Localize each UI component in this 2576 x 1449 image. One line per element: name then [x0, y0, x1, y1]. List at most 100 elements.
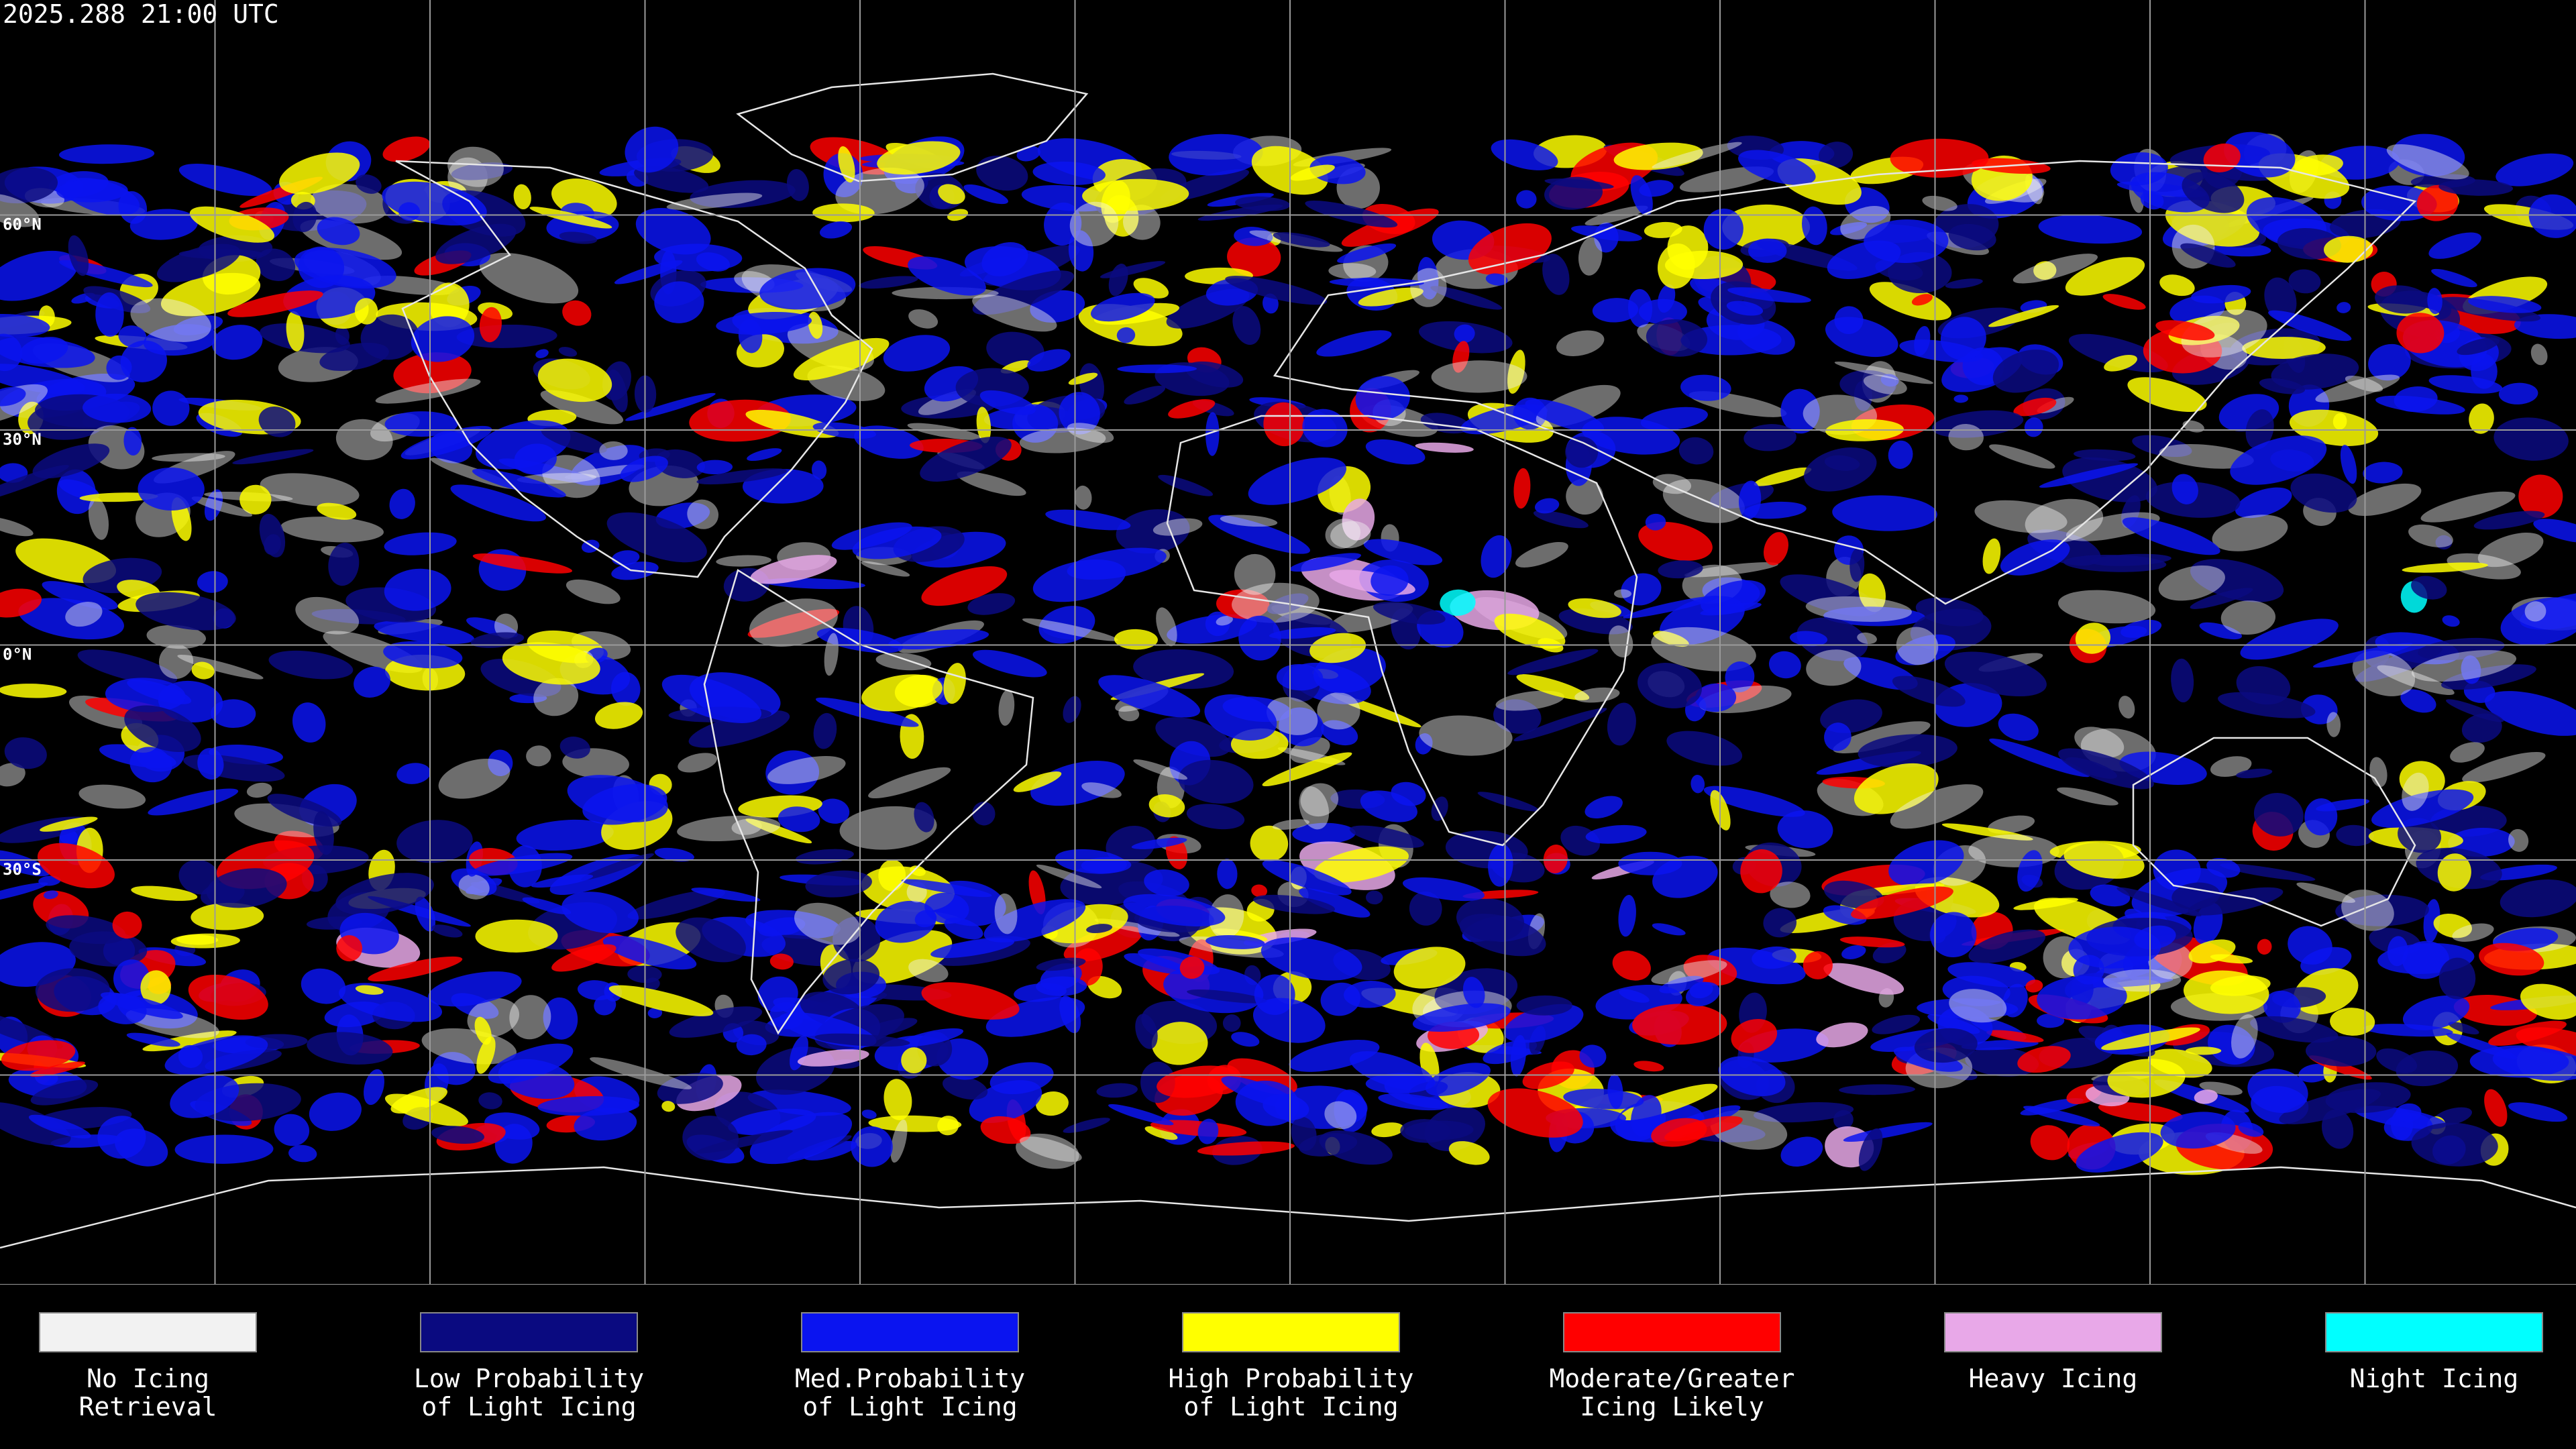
icing-patch: [611, 672, 641, 706]
icing-patch: [292, 702, 326, 743]
icing-patch: [2528, 194, 2576, 238]
icing-patch: [2352, 650, 2416, 696]
icing-patch: [1263, 402, 1305, 447]
icing-patch: [868, 767, 951, 799]
icing-patch: [2190, 559, 2284, 602]
icing-patch: [2057, 590, 2156, 624]
icing-patch: [239, 484, 272, 515]
icing-patch: [488, 1043, 574, 1084]
icing-patch: [438, 758, 511, 799]
icing-patch: [431, 1126, 484, 1144]
icing-patch: [2104, 355, 2137, 372]
icing-patch: [852, 526, 942, 559]
icing-patch: [914, 802, 934, 833]
icing-patch: [1829, 221, 1868, 235]
icing-patch: [1158, 474, 1214, 496]
icing-patch: [875, 900, 936, 943]
icing-patch: [1823, 606, 1925, 627]
icing-patch: [470, 632, 525, 648]
coastline: [736, 72, 1089, 182]
icing-patch: [1063, 696, 1081, 723]
icing-patch: [1205, 412, 1220, 456]
icing-patch: [1703, 208, 1743, 250]
icing-patch: [375, 378, 481, 404]
icing-patch: [28, 1114, 91, 1139]
icing-patch: [1700, 602, 1762, 616]
icing-patch: [1680, 325, 1782, 356]
icing-patch: [2294, 154, 2343, 176]
icing-patch: [227, 290, 323, 317]
icing-patch: [232, 449, 314, 465]
icing-patch: [191, 661, 215, 680]
icing-patch: [1803, 951, 1833, 979]
icing-patch: [678, 753, 717, 773]
icing-patch: [206, 868, 287, 908]
icing-patch: [2183, 970, 2269, 1014]
icing-patch: [0, 517, 34, 537]
icing-patch: [1454, 324, 1475, 343]
icing-patch: [2025, 979, 2043, 993]
icing-patch: [883, 335, 951, 372]
icing-patch: [1291, 1116, 1317, 1151]
icing-patch: [1342, 498, 1375, 541]
icing-patch: [1209, 894, 1244, 938]
icing-patch: [1116, 509, 1190, 554]
icing-patch: [2411, 576, 2447, 600]
icing-patch: [1156, 607, 1177, 647]
icing-patch: [98, 993, 147, 1024]
icing-patch: [2433, 913, 2472, 938]
icing-patch: [1309, 156, 1366, 184]
icing-patch: [2321, 1109, 2354, 1149]
icing-patch: [2288, 926, 2332, 965]
icing-patch: [1325, 519, 1361, 549]
icing-patch: [131, 885, 198, 901]
icing-patch: [1651, 627, 1756, 672]
icing-patch: [0, 1102, 71, 1146]
icing-patch: [1067, 423, 1114, 443]
icing-patch: [647, 1008, 663, 1018]
icing-patch: [451, 162, 513, 180]
icing-patch: [851, 1126, 893, 1167]
icing-patch: [1321, 720, 1358, 746]
icing-patch: [1098, 675, 1201, 718]
icing-patch: [2194, 1089, 2218, 1104]
icing-patch: [2253, 792, 2304, 837]
icing-patch: [1513, 468, 1531, 509]
icing-patch: [2199, 622, 2243, 640]
icing-patch: [191, 902, 264, 930]
icing-patch: [980, 1116, 1031, 1144]
icing-patch: [1988, 305, 2059, 327]
icing-patch: [1409, 891, 1442, 926]
icing-patch: [1330, 521, 1371, 549]
icing-patch: [354, 298, 378, 325]
icing-patch: [1752, 946, 1796, 969]
icing-patch: [328, 542, 360, 586]
icing-patch: [2468, 296, 2542, 313]
icing-patch: [1402, 877, 1485, 902]
icing-patch: [745, 409, 839, 438]
icing-patch: [95, 292, 124, 337]
icing-patch: [1238, 615, 1281, 661]
icing-patch: [411, 316, 475, 362]
icing-patch: [0, 167, 58, 204]
icing-patch: [1231, 1032, 1260, 1047]
icing-patch: [88, 497, 109, 540]
icing-patch: [930, 938, 1014, 959]
icing-patch: [1895, 634, 1955, 665]
icing-patch: [1727, 287, 1811, 303]
icing-patch: [0, 364, 85, 394]
icing-patch: [2427, 288, 2443, 315]
icing-patch: [901, 1047, 927, 1074]
icing-patch: [40, 816, 98, 832]
icing-patch: [1801, 206, 1827, 246]
icing-patch: [1431, 796, 1448, 821]
icing-patch: [1260, 937, 1362, 981]
icing-patch: [2065, 257, 2145, 296]
icing-patch: [2259, 378, 2305, 394]
legend-label: Low Probability: [414, 1364, 644, 1393]
icing-patch: [2068, 333, 2168, 372]
icing-patch: [2058, 748, 2154, 790]
icing-patch: [2304, 798, 2338, 836]
icing-patch: [156, 244, 241, 282]
